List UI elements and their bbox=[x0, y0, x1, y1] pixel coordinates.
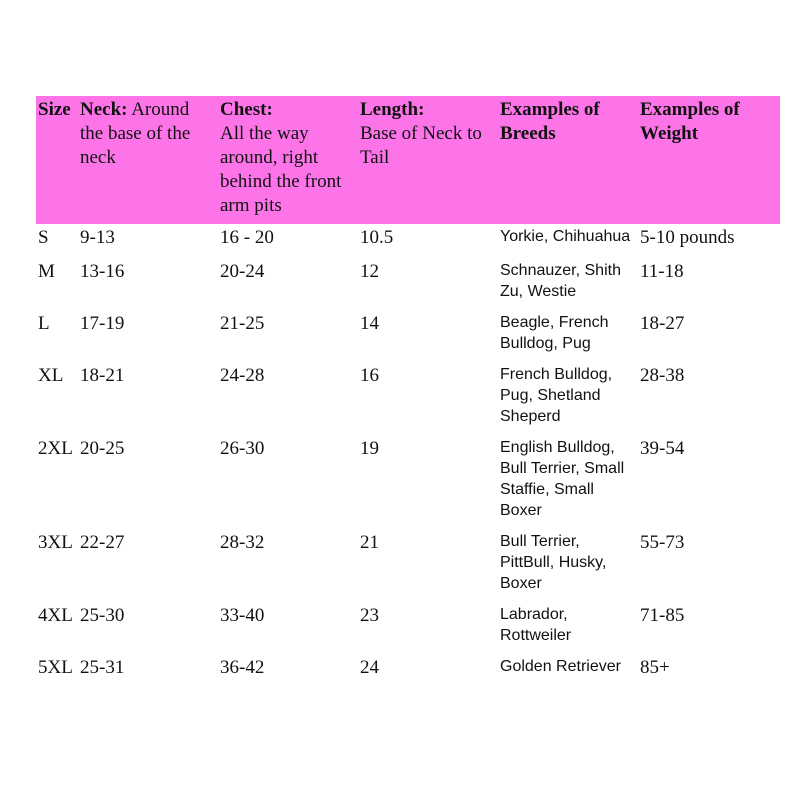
table-cell: 16 - 20 bbox=[220, 227, 274, 248]
table-cell: 19 bbox=[360, 438, 379, 459]
table-cell: 16 bbox=[360, 365, 379, 386]
table-cell: 3XL bbox=[38, 532, 73, 553]
header-cell: Examples of Breeds bbox=[498, 96, 638, 224]
table-cell: 13-16 bbox=[80, 261, 125, 282]
table-cell: 71-85 bbox=[640, 605, 685, 626]
header-cell: Examples of Weight bbox=[638, 96, 780, 224]
table-row: XL 18-21 24-28 16 French Bulldog, Pug, Shetl… bbox=[36, 362, 780, 435]
table-cell: 24 bbox=[360, 657, 379, 678]
table-cell: 21 bbox=[360, 532, 379, 553]
table-cell: 39-54 bbox=[640, 438, 685, 459]
header-bold: Size bbox=[38, 99, 71, 120]
table-cell: 17-19 bbox=[80, 313, 125, 334]
header-cell: Length: Base of Neck to Tail bbox=[358, 96, 498, 224]
table-cell: 36-42 bbox=[220, 657, 265, 678]
table-row: 5XL 25-31 36-42 24 Golden Retriever 85+ bbox=[36, 654, 780, 688]
table-cell: 24-28 bbox=[220, 365, 265, 386]
table-cell: 9-13 bbox=[80, 227, 115, 248]
size-table: Size Neck: Around the base of the neck Che… bbox=[36, 96, 780, 688]
table-cell: 28-32 bbox=[220, 532, 265, 553]
breed-cell: English Bulldog, Bull Terrier, Small Sta… bbox=[500, 439, 625, 519]
table-cell: L bbox=[38, 313, 50, 334]
table-cell: 28-38 bbox=[640, 365, 685, 386]
table-cell: 20-25 bbox=[80, 438, 125, 459]
header-row: Size Neck: Around the base of the neck Che… bbox=[36, 96, 780, 224]
breed-cell: Beagle, French Bulldog, Pug bbox=[500, 314, 609, 352]
header-text: Base of Neck to Tail bbox=[360, 123, 482, 168]
table-cell: 25-30 bbox=[80, 605, 125, 626]
breed-cell: Bull Terrier, PittBull, Husky, Boxer bbox=[500, 533, 607, 592]
header-bold: Examples of Weight bbox=[640, 99, 740, 144]
table-cell: 11-18 bbox=[640, 261, 684, 282]
table-cell: 23 bbox=[360, 605, 379, 626]
table-row: L 17-19 21-25 14 Beagle, French Bulldog, Pug… bbox=[36, 310, 780, 362]
table-cell: 14 bbox=[360, 313, 379, 334]
header-bold: Examples of Breeds bbox=[500, 99, 600, 144]
table-cell: 5-10 pounds bbox=[640, 227, 735, 248]
breed-cell: Golden Retriever bbox=[500, 658, 621, 675]
table-row: 4XL 25-30 33-40 23 Labrador, Rottweiler 71-85 bbox=[36, 602, 780, 654]
table-cell: 5XL bbox=[38, 657, 73, 678]
table-row: 2XL 20-25 26-30 19 English Bulldog, Bull Ter… bbox=[36, 435, 780, 529]
header-text: All the way around, right behind the fro… bbox=[220, 123, 342, 216]
table-cell: 20-24 bbox=[220, 261, 265, 282]
breed-cell: French Bulldog, Pug, Shetland Sheperd bbox=[500, 366, 613, 425]
table-cell: 21-25 bbox=[220, 313, 265, 334]
table-cell: 26-30 bbox=[220, 438, 265, 459]
breed-cell: Yorkie, Chihuahua bbox=[500, 228, 631, 245]
table-cell: XL bbox=[38, 365, 64, 386]
table-row: 3XL 22-27 28-32 21 Bull Terrier, PittBull, H… bbox=[36, 529, 780, 602]
header-cell: Size bbox=[36, 96, 78, 224]
table-cell: 85+ bbox=[640, 657, 670, 678]
table-cell: 25-31 bbox=[80, 657, 125, 678]
header-text: Around the base of the neck bbox=[80, 99, 191, 168]
table-cell: 18-21 bbox=[80, 365, 125, 386]
header-cell: Chest: All the way around, right behind … bbox=[218, 96, 358, 224]
table-cell: 18-27 bbox=[640, 313, 685, 334]
table-cell: 55-73 bbox=[640, 532, 685, 553]
table-cell: 4XL bbox=[38, 605, 73, 626]
breed-cell: Labrador, Rottweiler bbox=[500, 606, 572, 644]
table-cell: 12 bbox=[360, 261, 379, 282]
header-bold: Length: bbox=[360, 99, 425, 120]
table-cell: S bbox=[38, 227, 49, 248]
table-row: M 13-16 20-24 12 Schnauzer, Shith Zu, Westie… bbox=[36, 258, 780, 310]
table-cell: 22-27 bbox=[80, 532, 125, 553]
header-bold: Chest: bbox=[220, 99, 273, 120]
table-cell: M bbox=[38, 261, 55, 282]
table-cell: 10.5 bbox=[360, 227, 394, 248]
table-cell: 2XL bbox=[38, 438, 73, 459]
breed-cell: Schnauzer, Shith Zu, Westie bbox=[500, 262, 621, 300]
header-bold: Neck: bbox=[80, 99, 128, 120]
header-cell: Neck: Around the base of the neck bbox=[78, 96, 218, 224]
table-cell: 33-40 bbox=[220, 605, 265, 626]
table-row: S 9-13 16 - 20 10.5 Yorkie, Chihuahua 5-10 po… bbox=[36, 224, 780, 258]
